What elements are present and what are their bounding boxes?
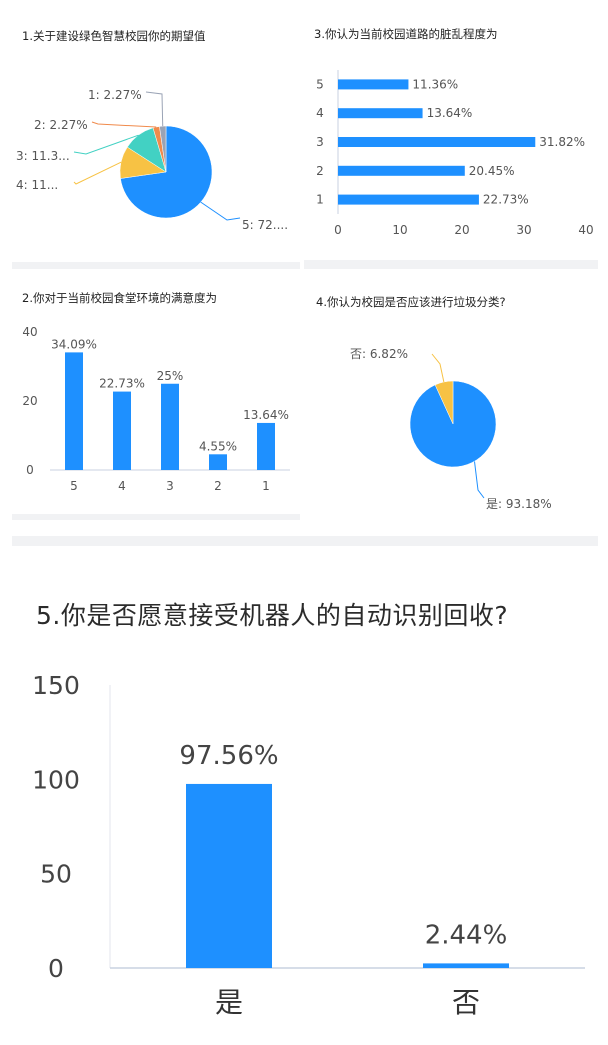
category-label: 1 (316, 193, 324, 207)
bar-2 (338, 165, 465, 176)
leader-line-yes (474, 461, 485, 499)
x-tick-label: 10 (392, 223, 407, 237)
category-label: 1 (262, 479, 270, 493)
data-label: 4.55% (199, 439, 237, 453)
data-label: 13.64% (243, 408, 289, 422)
data-label: 22.73% (99, 377, 145, 391)
bar-chart-2: 0 20 40 34.09% 5 22.73% 4 25% 3 4.55% 2 13.64% 1 (22, 325, 290, 493)
data-label: 13.64% (427, 106, 473, 120)
leader-line-5 (200, 201, 241, 221)
category-label: 3 (316, 135, 324, 149)
chart-4-title: 4.你认为校园是否应该进行垃圾分类? (316, 295, 506, 309)
y-tick-label: 0 (26, 463, 34, 477)
pie-label-1: 1: 2.27% (88, 88, 142, 102)
category-label: 2 (214, 479, 222, 493)
bar-no (423, 963, 509, 968)
leader-line-3 (73, 134, 139, 155)
separator-band-3 (12, 514, 300, 520)
category-label: 2 (316, 164, 324, 178)
pie-label-no: 否: 6.82% (350, 347, 408, 361)
data-label: 2.44% (425, 920, 508, 950)
y-tick-label: 150 (32, 671, 80, 700)
chart-panel-1: 1.关于建设绿色智慧校园你的期望值 5: 72.... 4: 11... 3: 11… (12, 14, 302, 260)
pie-label-3: 3: 11.3... (16, 149, 70, 163)
pie-chart-1: 5: 72.... 4: 11... 3: 11.3... 2: 2.27% 1: 2.… (16, 88, 288, 232)
category-label: 5 (70, 479, 78, 493)
category-label: 是 (215, 986, 243, 1019)
y-tick-label: 50 (40, 860, 72, 889)
chart-3-title: 3.你认为当前校园道路的脏乱程度为 (314, 27, 498, 41)
x-tick-label: 40 (578, 223, 593, 237)
y-tick-label: 0 (48, 954, 64, 983)
category-label: 5 (316, 77, 324, 91)
category-label: 4 (316, 106, 324, 120)
leader-line-4 (73, 161, 122, 185)
separator-band-4 (12, 536, 598, 546)
bar-3 (161, 383, 179, 470)
data-label: 22.73% (483, 193, 529, 207)
data-label: 31.82% (539, 135, 585, 149)
hbar-chart-3: 5 11.36% 4 13.64% 3 31.82% 2 20.45% 1 22.73% 0 10 20… (316, 70, 594, 237)
pie-label-yes: 是: 93.18% (486, 497, 552, 511)
chart-panel-4: 4.你认为校园是否应该进行垃圾分类? 否: 6.82% 是: 93.18% (304, 276, 598, 528)
pie-chart-4: 否: 6.82% 是: 93.18% (350, 347, 552, 511)
pie-label-4: 4: 11... (16, 178, 58, 192)
chart-panel-2: 2.你对于当前校园食堂环境的满意度为 0 20 40 34.09% 5 22.73% 4 25… (12, 276, 300, 512)
data-label: 34.09% (51, 337, 97, 351)
bar-2 (209, 454, 227, 470)
data-label: 11.36% (412, 77, 458, 91)
x-tick-label: 0 (334, 223, 342, 237)
y-tick-label: 100 (32, 765, 80, 794)
separator-band-1 (12, 262, 300, 269)
data-label: 25% (157, 369, 184, 383)
bar-1 (257, 422, 275, 470)
leader-line-1 (145, 91, 164, 127)
bar-chart-5: 0 50 100 150 97.56% 是 2.44% 否 (32, 671, 585, 1019)
leader-line-2 (91, 121, 157, 128)
x-tick-label: 20 (454, 223, 469, 237)
bar-5 (65, 352, 83, 470)
bar-yes (186, 783, 272, 968)
chart-2-title: 2.你对于当前校园食堂环境的满意度为 (22, 291, 217, 305)
data-label: 97.56% (179, 741, 278, 771)
bar-4 (338, 108, 423, 119)
bar-4 (113, 391, 131, 470)
data-label: 20.45% (469, 164, 515, 178)
y-tick-label: 40 (22, 325, 37, 339)
pie-label-5: 5: 72.... (242, 218, 288, 232)
x-tick-label: 30 (516, 223, 531, 237)
chart-1-title: 1.关于建设绿色智慧校园你的期望值 (22, 29, 206, 43)
chart-panel-3: 3.你认为当前校园道路的脏乱程度为 5 11.36% 4 13.64% 3 31.82% 2… (304, 14, 598, 260)
chart-5-title: 5.你是否愿意接受机器人的自动识别回收? (36, 601, 509, 630)
pie-slice-no (434, 380, 454, 425)
category-label: 3 (166, 479, 174, 493)
bar-3 (338, 137, 536, 147)
bar-1 (338, 194, 479, 205)
separator-band-2 (304, 260, 598, 269)
bar-5 (338, 79, 409, 90)
leader-line-no (431, 353, 445, 383)
pie-label-2: 2: 2.27% (34, 118, 88, 132)
category-label: 4 (118, 479, 126, 493)
category-label: 否 (452, 986, 480, 1019)
y-tick-label: 20 (22, 394, 37, 408)
